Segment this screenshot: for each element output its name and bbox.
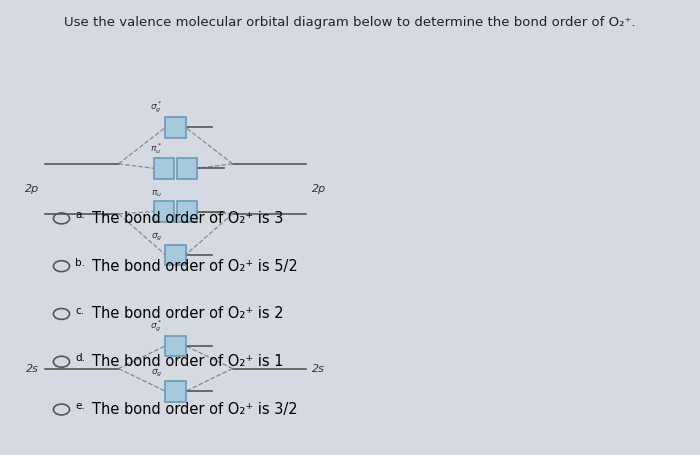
Text: $\pi_u^*$: $\pi_u^*$ bbox=[150, 141, 162, 156]
Text: $\sigma_g$: $\sigma_g$ bbox=[150, 368, 162, 379]
Text: 2p: 2p bbox=[25, 184, 39, 194]
Text: a.: a. bbox=[75, 210, 85, 220]
FancyBboxPatch shape bbox=[165, 245, 186, 265]
Text: The bond order of O₂⁺ is 3: The bond order of O₂⁺ is 3 bbox=[92, 211, 283, 226]
Text: d.: d. bbox=[75, 354, 85, 364]
Text: The bond order of O₂⁺ is 5/2: The bond order of O₂⁺ is 5/2 bbox=[92, 259, 298, 273]
Text: Use the valence molecular orbital diagram below to determine the bond order of O: Use the valence molecular orbital diagra… bbox=[64, 16, 636, 29]
Text: 2p: 2p bbox=[312, 184, 326, 194]
FancyBboxPatch shape bbox=[165, 381, 186, 401]
FancyBboxPatch shape bbox=[165, 336, 186, 356]
FancyBboxPatch shape bbox=[154, 158, 174, 178]
Text: The bond order of O₂⁺ is 1: The bond order of O₂⁺ is 1 bbox=[92, 354, 284, 369]
Text: $\pi_u$: $\pi_u$ bbox=[151, 189, 162, 199]
FancyBboxPatch shape bbox=[177, 201, 197, 222]
Text: 2s: 2s bbox=[312, 364, 325, 374]
Text: $\sigma_g$: $\sigma_g$ bbox=[150, 232, 162, 243]
Text: The bond order of O₂⁺ is 2: The bond order of O₂⁺ is 2 bbox=[92, 307, 284, 321]
FancyBboxPatch shape bbox=[154, 201, 174, 222]
Text: $\sigma_g^*$: $\sigma_g^*$ bbox=[150, 318, 162, 334]
FancyBboxPatch shape bbox=[177, 158, 197, 178]
Text: e.: e. bbox=[75, 401, 85, 411]
FancyBboxPatch shape bbox=[165, 117, 186, 137]
Text: c.: c. bbox=[75, 306, 84, 316]
Text: $\sigma_g^*$: $\sigma_g^*$ bbox=[150, 100, 162, 115]
Text: The bond order of O₂⁺ is 3/2: The bond order of O₂⁺ is 3/2 bbox=[92, 402, 298, 417]
Text: 2s: 2s bbox=[27, 364, 39, 374]
Text: b.: b. bbox=[75, 258, 85, 268]
